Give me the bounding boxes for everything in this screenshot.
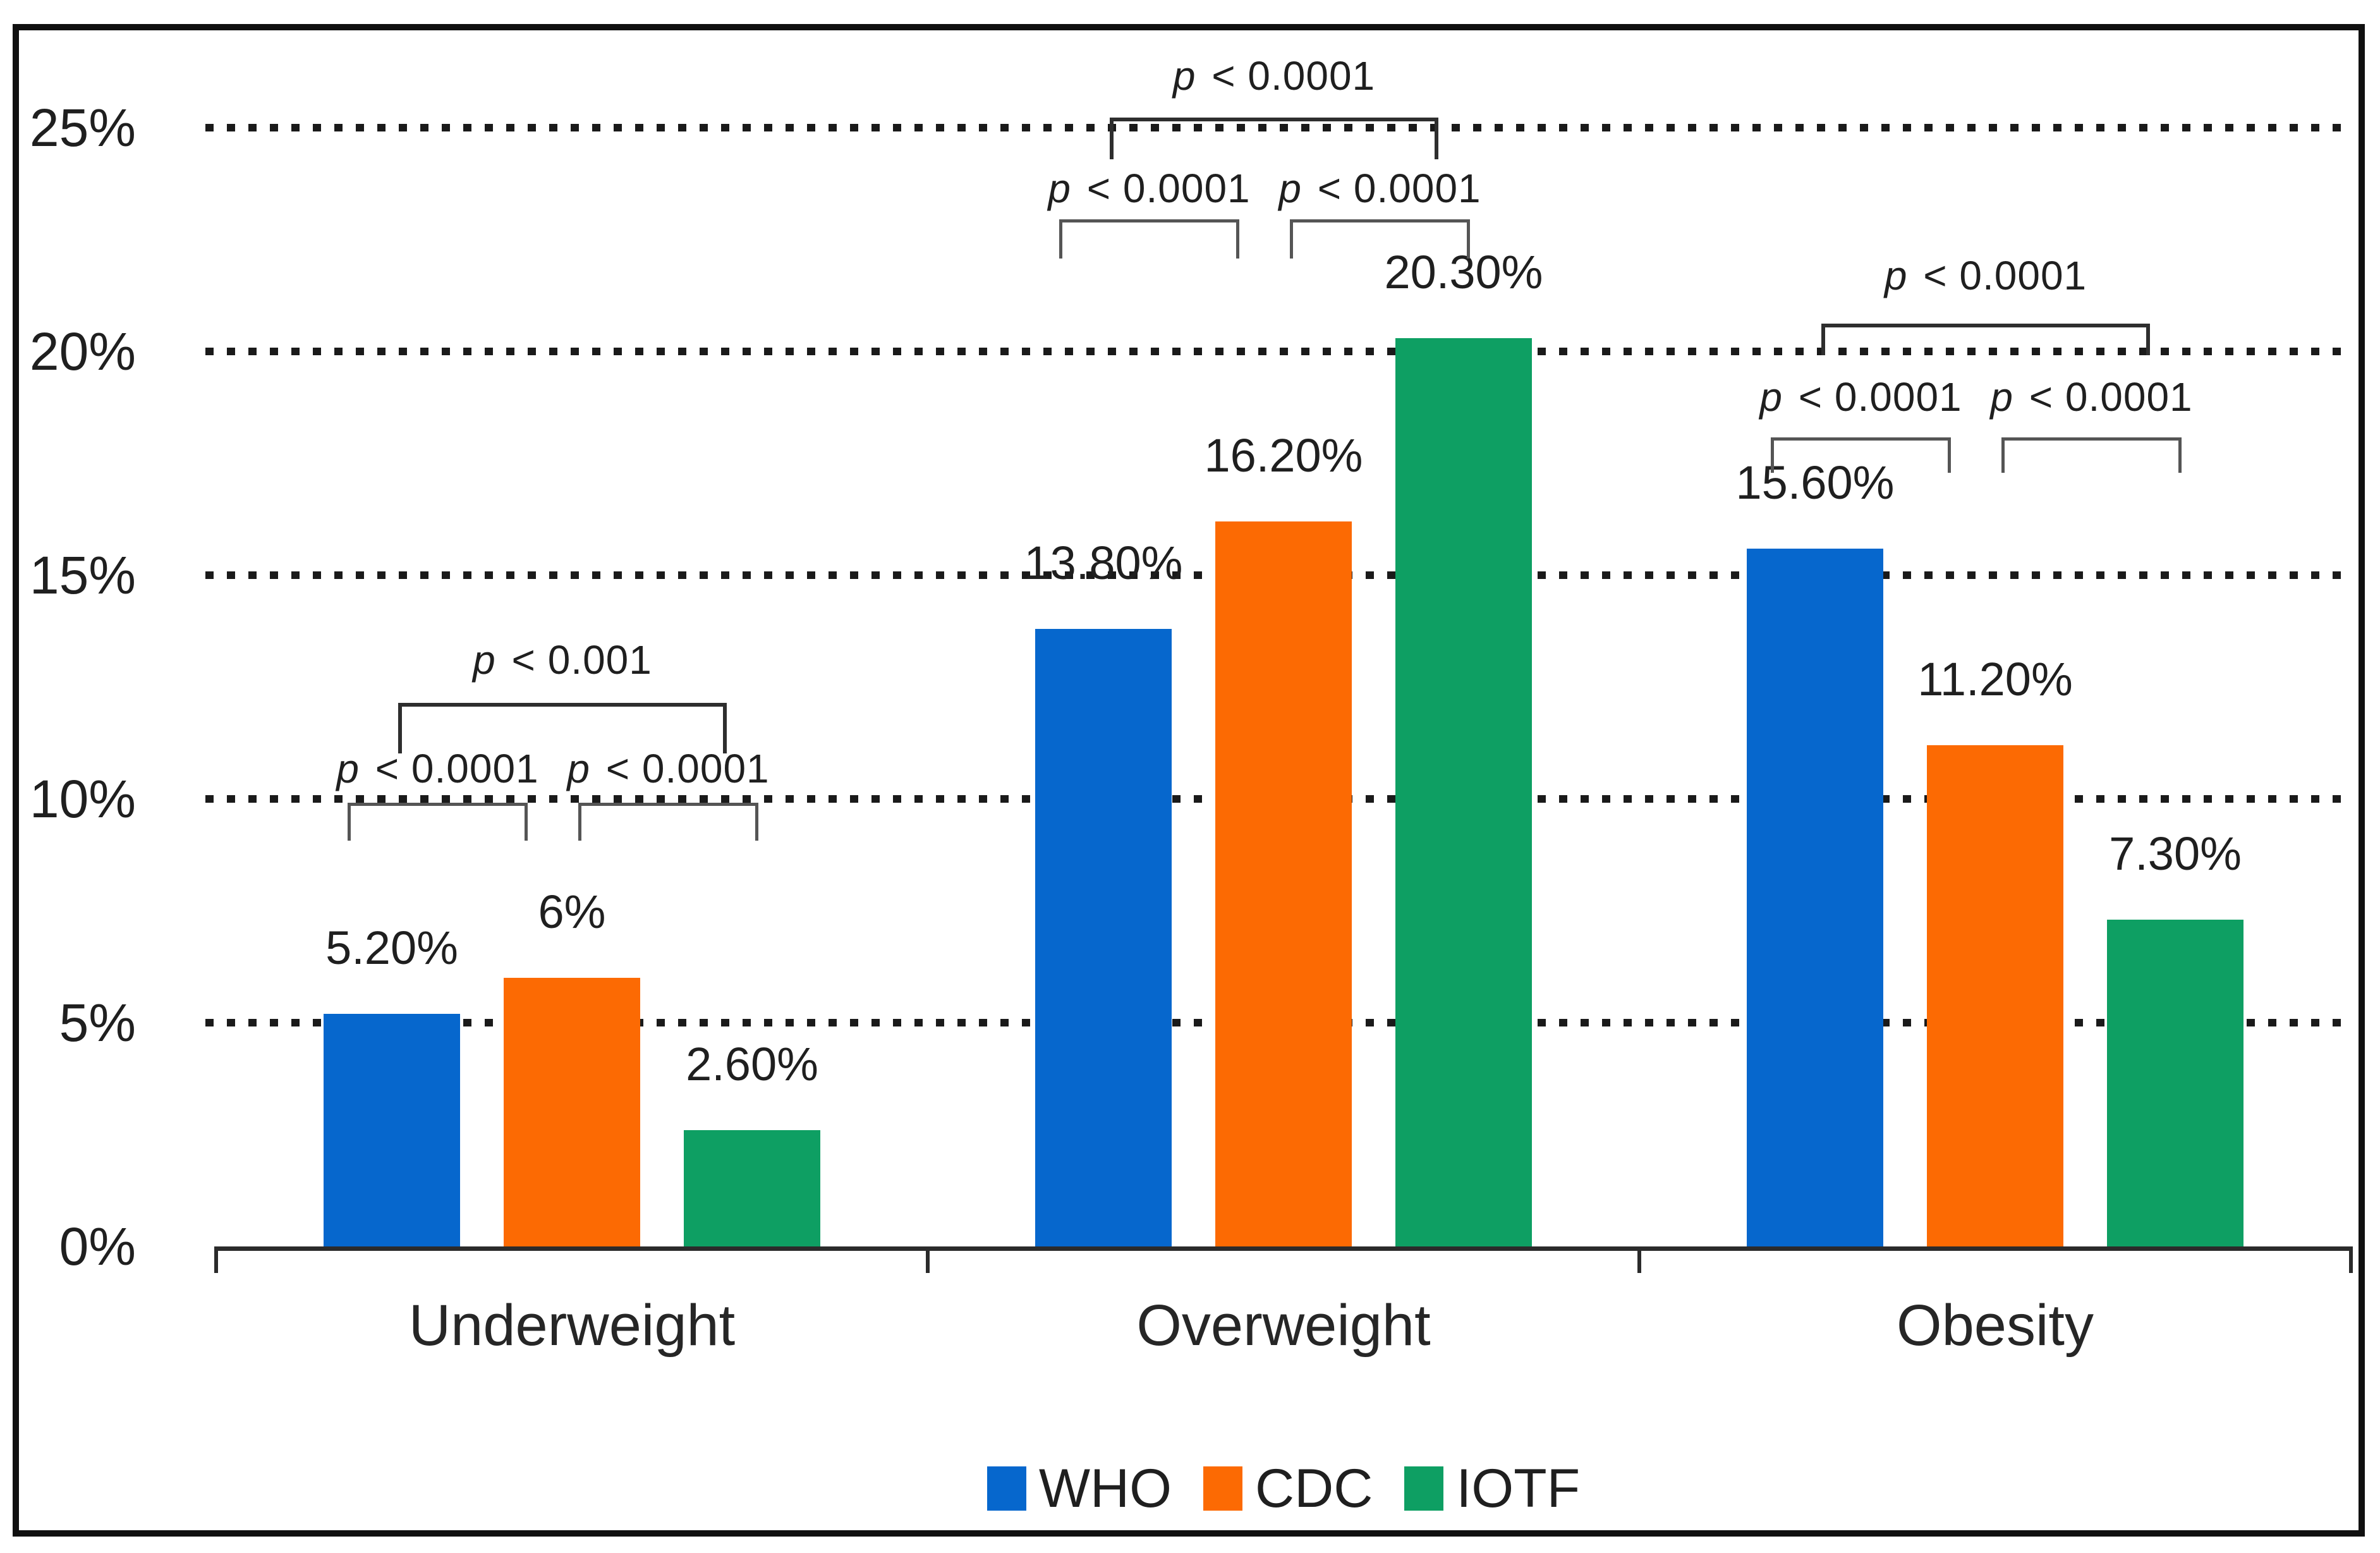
sig-bracket-left-underweight [348, 803, 528, 841]
y-axis-tick-label-15pct: 15% [29, 545, 136, 605]
sig-label-left-overweight: p < 0.0001 [1048, 166, 1251, 211]
y-axis-tick-label-10pct: 10% [29, 769, 136, 829]
value-label-who-overweight: 13.80% [1024, 536, 1183, 589]
sig-bracket-right-obesity [2001, 437, 2182, 473]
value-label-iotf-overweight: 20.30% [1384, 245, 1543, 298]
legend-swatch-who [987, 1466, 1026, 1511]
y-axis-tick-label-20pct: 20% [29, 322, 136, 381]
gridline-25pct [205, 124, 2348, 131]
x-axis-line [214, 1246, 2353, 1251]
legend-label-cdc: CDC [1254, 1458, 1373, 1519]
bar-cdc-obesity [1927, 745, 2063, 1246]
y-axis-tick-label-0pct: 0% [59, 1217, 136, 1276]
bar-cdc-underweight [504, 978, 640, 1246]
sig-label-overall-overweight: p < 0.0001 [1172, 53, 1376, 99]
legend-swatch-cdc [1203, 1466, 1242, 1511]
legend-item-cdc: CDC [1203, 1458, 1373, 1520]
bar-cdc-overweight [1215, 521, 1352, 1246]
sig-bracket-right-underweight [578, 803, 758, 841]
x-axis-tick-1 [926, 1246, 930, 1273]
sig-label-right-underweight: p < 0.0001 [567, 746, 770, 791]
sig-label-right-overweight: p < 0.0001 [1278, 166, 1481, 211]
x-axis-label-overweight: Overweight [1136, 1293, 1431, 1358]
legend-item-who: WHO [987, 1458, 1172, 1520]
x-axis-tick-0 [214, 1246, 218, 1273]
value-label-cdc-overweight: 16.20% [1204, 429, 1363, 482]
value-label-iotf-obesity: 7.30% [2109, 827, 2242, 880]
sig-bracket-right-overweight [1290, 219, 1470, 259]
bar-who-obesity [1747, 548, 1883, 1246]
bar-who-underweight [324, 1013, 460, 1246]
value-label-who-obesity: 15.60% [1735, 456, 1895, 509]
sig-label-overall-obesity: p < 0.0001 [1884, 253, 2087, 298]
sig-label-overall-underweight: p < 0.001 [473, 637, 652, 683]
bar-iotf-obesity [2107, 920, 2243, 1246]
y-axis-tick-label-5pct: 5% [59, 993, 136, 1052]
bar-iotf-underweight [684, 1130, 820, 1246]
legend-swatch-iotf [1404, 1466, 1444, 1511]
sig-bracket-overall-overweight [1110, 118, 1438, 159]
value-label-cdc-underweight: 6% [538, 886, 606, 939]
bar-who-overweight [1035, 628, 1172, 1246]
value-label-who-underweight: 5.20% [325, 921, 458, 974]
value-label-cdc-obesity: 11.20% [1917, 653, 2073, 706]
y-axis-tick-label-25pct: 25% [29, 98, 136, 157]
legend: WHO CDC IOTF [216, 1454, 2351, 1523]
legend-label-who: WHO [1038, 1458, 1172, 1519]
sig-label-right-obesity: p < 0.0001 [1990, 374, 2193, 420]
legend-item-iotf: IOTF [1404, 1458, 1580, 1520]
sig-bracket-overall-obesity [1821, 324, 2150, 355]
x-axis-tick-2 [1637, 1246, 1641, 1273]
sig-label-left-underweight: p < 0.0001 [336, 746, 539, 791]
sig-bracket-left-overweight [1059, 219, 1239, 259]
legend-label-iotf: IOTF [1456, 1458, 1581, 1519]
sig-bracket-overall-underweight [398, 703, 727, 753]
x-axis-label-underweight: Underweight [408, 1293, 736, 1358]
sig-bracket-left-obesity [1771, 437, 1951, 473]
value-label-iotf-underweight: 2.60% [686, 1037, 818, 1090]
x-axis-label-obesity: Obesity [1897, 1293, 2094, 1358]
gridline-20pct [205, 348, 2348, 355]
sig-label-left-obesity: p < 0.0001 [1759, 374, 1962, 420]
bar-iotf-overweight [1395, 338, 1532, 1246]
x-axis-tick-3 [2349, 1246, 2353, 1273]
